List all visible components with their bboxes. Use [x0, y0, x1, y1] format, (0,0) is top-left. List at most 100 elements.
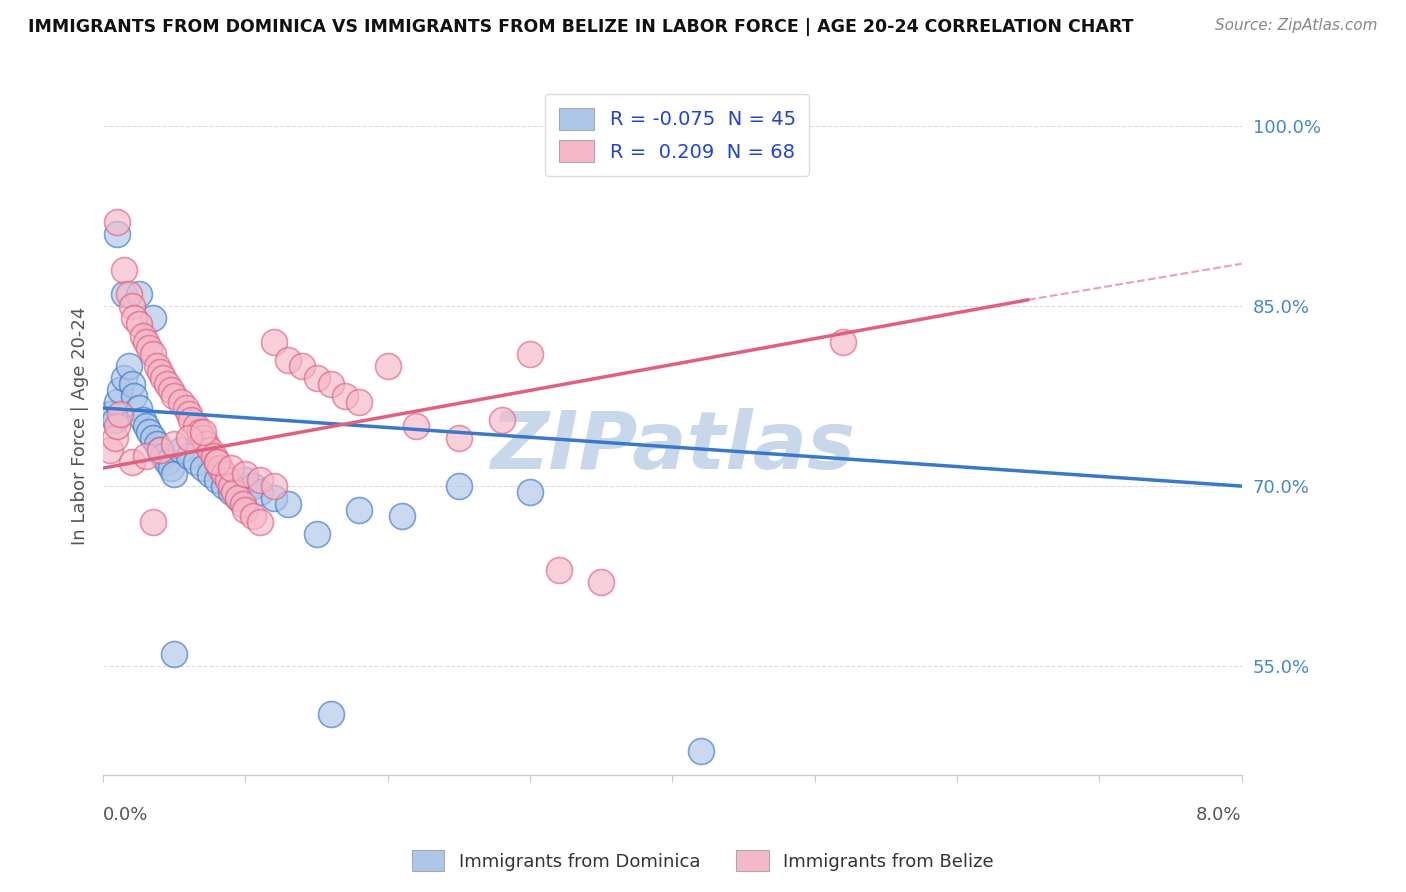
Point: [108, 383, 131, 397]
Point: [228, 491, 250, 505]
Point: [447, 479, 470, 493]
Point: [177, 407, 200, 421]
Point: [174, 401, 197, 415]
Point: [519, 347, 541, 361]
Point: [135, 419, 157, 434]
Point: [114, 262, 136, 277]
Point: [184, 419, 207, 434]
Point: [519, 485, 541, 500]
Point: [235, 473, 257, 487]
Point: [170, 395, 193, 409]
Text: Source: ZipAtlas.com: Source: ZipAtlas.com: [1215, 18, 1378, 33]
Legend: Immigrants from Dominica, Immigrants from Belize: Immigrants from Dominica, Immigrants fro…: [405, 843, 1001, 879]
Point: [222, 485, 245, 500]
Point: [305, 527, 328, 541]
Point: [103, 431, 125, 445]
Point: [377, 359, 399, 373]
Point: [198, 443, 221, 458]
Point: [121, 299, 143, 313]
Text: 8.0%: 8.0%: [1197, 806, 1241, 824]
Point: [191, 431, 214, 445]
Point: [163, 389, 186, 403]
Point: [163, 648, 186, 662]
Point: [194, 437, 217, 451]
Point: [114, 371, 136, 385]
Point: [242, 479, 264, 493]
Point: [105, 227, 128, 241]
Point: [132, 413, 155, 427]
Point: [291, 359, 314, 373]
Point: [128, 286, 150, 301]
Point: [305, 371, 328, 385]
Point: [98, 443, 121, 458]
Point: [149, 365, 172, 379]
Point: [156, 376, 179, 391]
Text: ZIPatlas: ZIPatlas: [489, 408, 855, 486]
Point: [118, 359, 141, 373]
Point: [135, 334, 157, 349]
Point: [689, 743, 711, 757]
Point: [146, 359, 169, 373]
Point: [349, 503, 371, 517]
Point: [149, 443, 172, 458]
Point: [235, 467, 257, 481]
Point: [591, 575, 613, 590]
Point: [152, 371, 174, 385]
Point: [152, 449, 174, 463]
Point: [263, 491, 285, 505]
Point: [163, 437, 186, 451]
Point: [249, 473, 271, 487]
Point: [108, 407, 131, 421]
Point: [217, 473, 239, 487]
Y-axis label: In Labor Force | Age 20-24: In Labor Force | Age 20-24: [72, 307, 89, 545]
Point: [142, 310, 165, 325]
Point: [228, 491, 250, 505]
Point: [319, 707, 342, 722]
Point: [205, 455, 228, 469]
Point: [219, 485, 242, 500]
Point: [263, 479, 285, 493]
Point: [128, 317, 150, 331]
Point: [170, 443, 193, 458]
Point: [103, 413, 125, 427]
Point: [98, 407, 121, 421]
Point: [124, 389, 146, 403]
Point: [219, 479, 242, 493]
Point: [149, 443, 172, 458]
Point: [232, 497, 254, 511]
Point: [242, 509, 264, 524]
Point: [142, 431, 165, 445]
Point: [208, 461, 231, 475]
Point: [114, 286, 136, 301]
Point: [491, 413, 513, 427]
Point: [349, 395, 371, 409]
Point: [212, 467, 235, 481]
Point: [333, 389, 356, 403]
Point: [138, 341, 160, 355]
Point: [177, 449, 200, 463]
Point: [547, 563, 569, 577]
Point: [128, 401, 150, 415]
Text: IMMIGRANTS FROM DOMINICA VS IMMIGRANTS FROM BELIZE IN LABOR FORCE | AGE 20-24 CO: IMMIGRANTS FROM DOMINICA VS IMMIGRANTS F…: [28, 18, 1133, 36]
Point: [142, 347, 165, 361]
Point: [105, 419, 128, 434]
Point: [235, 503, 257, 517]
Point: [163, 467, 186, 481]
Point: [184, 455, 207, 469]
Point: [105, 215, 128, 229]
Point: [405, 419, 427, 434]
Point: [132, 329, 155, 343]
Text: 0.0%: 0.0%: [103, 806, 149, 824]
Point: [447, 431, 470, 445]
Point: [249, 515, 271, 529]
Point: [188, 425, 211, 439]
Point: [263, 334, 285, 349]
Point: [105, 395, 128, 409]
Point: [212, 479, 235, 493]
Point: [138, 425, 160, 439]
Point: [135, 449, 157, 463]
Point: [249, 485, 271, 500]
Point: [191, 425, 214, 439]
Point: [205, 473, 228, 487]
Point: [277, 497, 299, 511]
